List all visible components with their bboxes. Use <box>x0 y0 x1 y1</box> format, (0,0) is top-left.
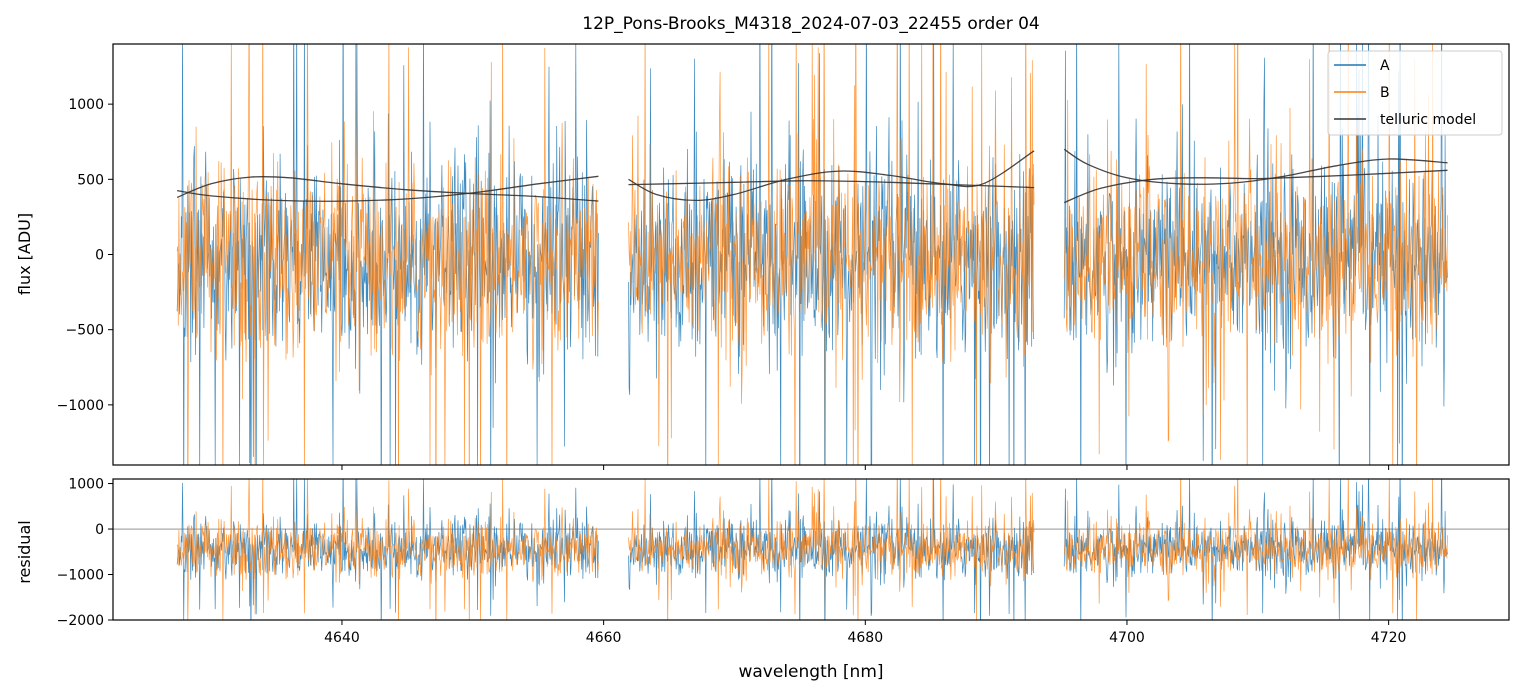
telluric-model-curve-5 <box>1063 148 1448 185</box>
flux-y-ticks: −1000 −500 0 500 1000 <box>57 97 113 414</box>
residual-x-tick-label: 4640 <box>324 630 360 646</box>
residual-y-tick-label: 0 <box>95 522 104 538</box>
residual-y-label: residual <box>15 520 34 583</box>
residual-axes-frame <box>112 478 1510 621</box>
residual-series-a-segment-1 <box>176 479 599 620</box>
residual-y-ticks: −2000 −1000 0 1000 <box>57 477 113 629</box>
legend-box <box>1327 50 1503 136</box>
flux-series-b-segment-2 <box>628 44 1035 465</box>
x-axis-label: wavelength [nm] <box>738 662 883 682</box>
residual-panel: −2000 −1000 0 1000 4640 4660 4680 4700 4720 res… <box>15 477 1510 682</box>
residual-x-tick-label: 4700 <box>1109 630 1145 646</box>
telluric-model-curve-2 <box>176 175 599 202</box>
flux-y-tick-label: −1000 <box>57 398 104 414</box>
flux-y-tick-label: 0 <box>95 248 104 264</box>
chart-title: 12P_Pons-Brooks_M4318_2024-07-03_22455 o… <box>582 14 1039 34</box>
residual-series-b-segment-1 <box>176 479 599 620</box>
residual-y-tick-label: −1000 <box>57 568 104 584</box>
residual-y-tick-label: 1000 <box>68 477 104 493</box>
legend-label-telluric: telluric model <box>1380 112 1476 128</box>
residual-x-ticks: 4640 4660 4680 4700 4720 <box>324 620 1406 646</box>
residual-series-a-segment-2 <box>628 479 1035 620</box>
flux-y-tick-label: −500 <box>66 323 104 339</box>
flux-y-tick-label: 1000 <box>68 97 104 113</box>
legend-label-b: B <box>1380 85 1390 101</box>
flux-x-ticks <box>341 465 1390 470</box>
residual-series-b-segment-2 <box>628 479 1035 620</box>
residual-series-group <box>113 479 1509 620</box>
flux-series-b-segment-3 <box>1063 44 1448 465</box>
residual-x-tick-label: 4660 <box>586 630 622 646</box>
flux-series-b-segment-1 <box>176 44 599 465</box>
legend: A B telluric model <box>1327 50 1503 136</box>
flux-series-a-segment-2 <box>628 44 1035 465</box>
residual-x-tick-label: 4680 <box>847 630 883 646</box>
flux-y-label: flux [ADU] <box>15 213 34 295</box>
flux-series-group <box>176 44 1448 465</box>
flux-panel: −1000 −500 0 500 1000 flux [ADU] A B telluri… <box>15 43 1510 470</box>
telluric-model-curve-4 <box>628 180 1035 189</box>
residual-x-tick-label: 4720 <box>1371 630 1407 646</box>
telluric-model-curve-6 <box>1063 169 1448 204</box>
legend-label-a: A <box>1380 58 1390 74</box>
flux-series-a-segment-1 <box>176 44 599 465</box>
telluric-model-curve-3 <box>628 150 1035 202</box>
residual-series-b-segment-3 <box>1063 479 1448 620</box>
telluric-model-curve-1 <box>176 175 599 202</box>
residual-y-tick-label: −2000 <box>57 613 104 629</box>
flux-y-tick-label: 500 <box>77 172 104 188</box>
